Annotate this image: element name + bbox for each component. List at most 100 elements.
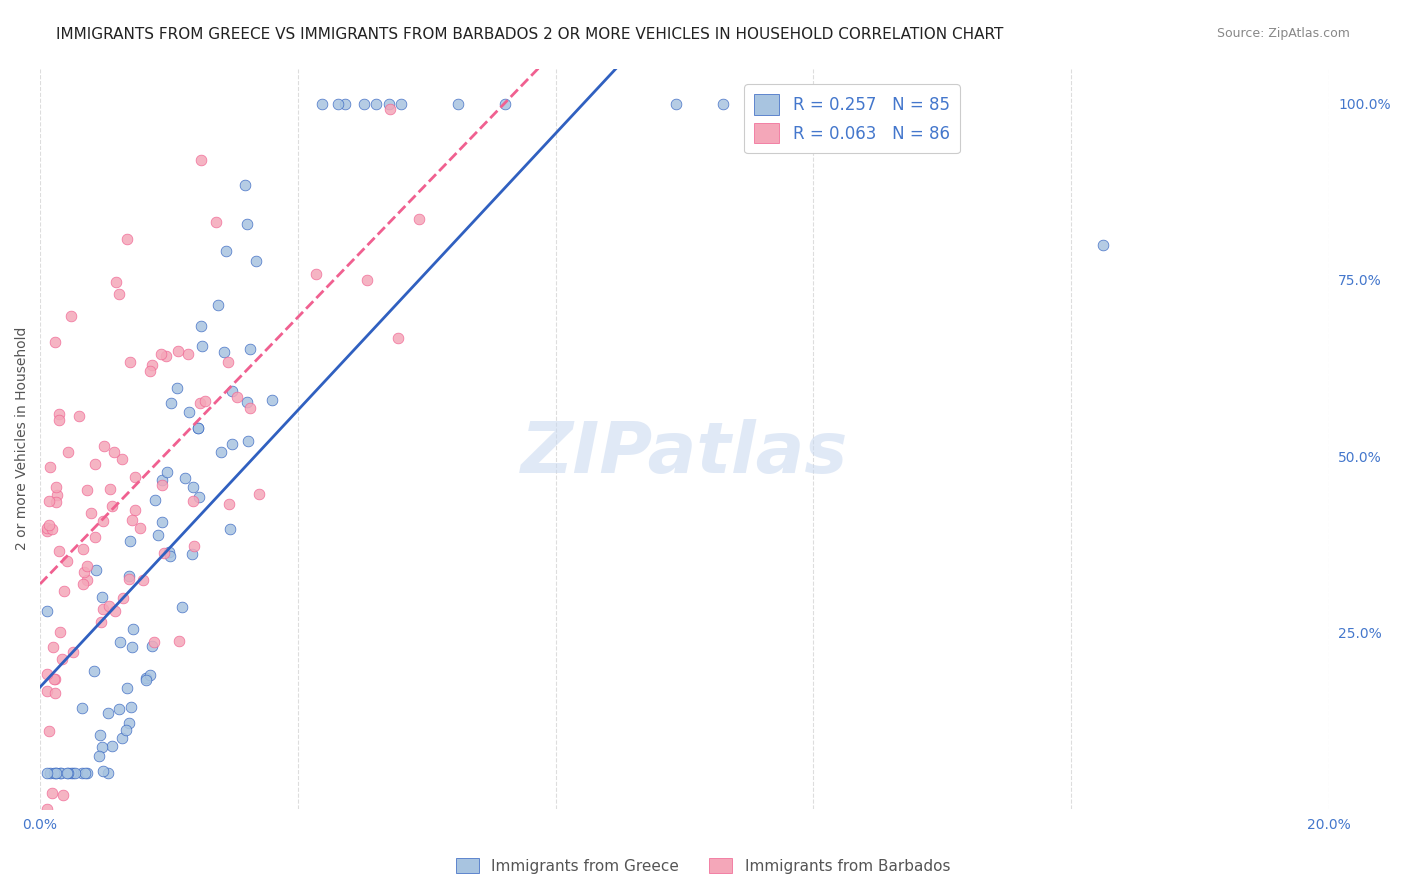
Point (120, 699, 142, 714)
Point (191, 339, 214, 353)
Point (62, 766, 84, 780)
Point (190, 318, 212, 333)
Point (118, 355, 141, 369)
Point (245, 253, 267, 268)
Point (44, 334, 66, 349)
Point (51, 652, 73, 666)
Point (209, 445, 232, 459)
Text: ZIPatlas: ZIPatlas (520, 419, 848, 488)
Point (87, 748, 110, 763)
Point (44, 672, 66, 686)
Point (233, 178, 256, 192)
Point (159, 549, 181, 563)
Point (91, 591, 114, 605)
Point (38, 724, 60, 739)
Point (389, 96, 412, 111)
Point (42, 672, 65, 686)
Point (239, 343, 262, 357)
Point (39, 459, 62, 474)
Point (76, 483, 98, 498)
Point (42, 640, 65, 655)
Point (76, 559, 98, 574)
Point (155, 349, 177, 363)
Point (59, 310, 82, 324)
Point (141, 358, 163, 372)
Point (115, 681, 138, 695)
Point (41, 786, 63, 800)
Point (131, 573, 153, 587)
Point (187, 420, 209, 434)
Point (101, 739, 124, 753)
Legend: R = 0.257   N = 85, R = 0.063   N = 86: R = 0.257 N = 85, R = 0.063 N = 86 (744, 84, 959, 153)
Point (104, 275, 127, 289)
Point (84, 563, 107, 577)
Point (146, 528, 169, 542)
Point (135, 671, 157, 685)
Point (408, 211, 430, 226)
Point (218, 522, 240, 536)
Point (56, 766, 79, 780)
Point (214, 344, 236, 359)
Point (41, 522, 63, 536)
Point (56, 766, 79, 780)
Point (107, 286, 129, 301)
Point (97, 706, 120, 720)
Point (45, 480, 67, 494)
Point (38, 493, 60, 508)
Point (333, 96, 356, 111)
Point (236, 217, 259, 231)
Point (305, 267, 328, 281)
Point (172, 599, 194, 614)
Point (103, 445, 125, 459)
Point (111, 731, 134, 745)
Point (665, 96, 688, 111)
Point (48, 407, 70, 421)
Point (72, 577, 94, 591)
Point (111, 591, 134, 605)
Point (48, 413, 70, 427)
Point (45, 766, 67, 780)
Point (149, 347, 172, 361)
Point (150, 473, 173, 487)
Point (110, 635, 132, 649)
Point (67, 409, 90, 423)
Point (181, 494, 204, 508)
Point (194, 393, 217, 408)
Point (1092, 237, 1115, 252)
Point (35, 666, 58, 681)
Point (84, 530, 107, 544)
Text: Source: ZipAtlas.com: Source: ZipAtlas.com (1216, 27, 1350, 40)
Point (494, 96, 516, 111)
Point (141, 639, 163, 653)
Point (49, 766, 72, 780)
Point (115, 723, 138, 737)
Point (262, 392, 284, 407)
Point (48, 543, 70, 558)
Point (311, 96, 333, 111)
Point (139, 364, 162, 378)
Point (156, 466, 179, 480)
Point (218, 497, 240, 511)
Point (73, 565, 96, 579)
Point (167, 633, 190, 648)
Point (117, 232, 139, 246)
Point (177, 347, 200, 361)
Point (446, 96, 468, 111)
Point (101, 499, 124, 513)
Point (52, 788, 75, 802)
Point (38, 518, 60, 533)
Point (72, 542, 94, 557)
Point (45, 494, 67, 508)
Point (239, 401, 262, 415)
Point (118, 572, 141, 586)
Point (378, 102, 401, 116)
Point (91, 515, 114, 529)
Point (356, 273, 378, 287)
Point (183, 539, 205, 553)
Point (353, 96, 375, 111)
Point (152, 477, 174, 491)
Point (188, 396, 211, 410)
Point (91, 764, 114, 778)
Point (56, 554, 79, 568)
Point (70, 701, 93, 715)
